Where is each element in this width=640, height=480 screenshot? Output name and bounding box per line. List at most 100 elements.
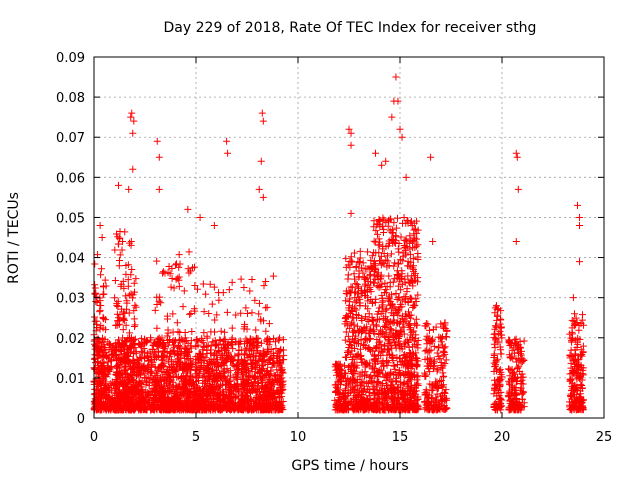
data-point xyxy=(97,271,105,279)
data-point xyxy=(93,351,101,359)
data-point xyxy=(150,385,158,393)
data-point xyxy=(91,359,99,367)
data-point xyxy=(258,339,266,347)
data-point xyxy=(167,349,175,357)
data-point xyxy=(280,351,288,359)
data-point xyxy=(147,362,155,370)
data-point xyxy=(268,363,276,371)
data-point xyxy=(262,381,270,389)
data-point xyxy=(97,405,105,413)
data-point xyxy=(144,398,152,406)
data-point xyxy=(99,290,107,298)
data-point xyxy=(132,303,140,311)
data-point xyxy=(91,317,99,325)
data-point xyxy=(239,382,247,390)
data-point xyxy=(158,353,166,361)
data-point xyxy=(143,352,151,360)
data-point xyxy=(204,360,212,368)
data-point xyxy=(269,394,277,402)
data-point xyxy=(251,342,259,350)
data-point xyxy=(102,282,110,290)
data-point xyxy=(130,350,138,358)
data-point xyxy=(232,338,240,346)
data-point xyxy=(192,343,200,351)
data-point xyxy=(91,260,99,268)
data-point xyxy=(268,378,276,386)
data-point xyxy=(160,345,168,352)
data-point xyxy=(275,353,283,361)
data-point xyxy=(142,381,150,389)
data-point xyxy=(92,297,100,305)
data-point xyxy=(194,338,202,346)
data-point xyxy=(174,355,182,363)
data-point xyxy=(278,389,286,397)
data-point xyxy=(150,393,158,401)
data-point xyxy=(140,362,148,370)
data-point xyxy=(93,324,101,332)
data-point xyxy=(102,386,110,394)
data-points xyxy=(90,73,588,414)
data-point xyxy=(266,355,274,363)
data-point xyxy=(97,322,105,330)
data-point xyxy=(275,402,283,410)
data-point xyxy=(246,372,254,380)
data-point xyxy=(246,395,254,403)
data-point xyxy=(91,289,99,297)
data-point xyxy=(102,351,110,359)
data-point xyxy=(140,344,148,352)
data-point xyxy=(233,373,241,381)
data-point xyxy=(255,379,263,387)
data-point xyxy=(251,358,259,366)
data-point xyxy=(97,379,105,387)
data-point xyxy=(94,335,102,343)
data-point xyxy=(270,388,278,396)
data-point xyxy=(186,388,194,396)
data-point xyxy=(242,335,250,343)
data-point xyxy=(96,308,104,316)
data-point xyxy=(233,380,241,388)
data-point xyxy=(97,402,105,410)
data-point xyxy=(182,384,190,392)
data-point xyxy=(270,372,278,380)
data-point xyxy=(164,341,172,349)
data-point xyxy=(106,395,114,403)
chart-title: Day 229 of 2018, Rate Of TEC Index for r… xyxy=(164,20,537,36)
data-point xyxy=(158,368,166,376)
data-point xyxy=(156,389,164,397)
data-point xyxy=(279,369,287,377)
data-point xyxy=(273,399,281,407)
data-point xyxy=(204,341,212,349)
data-point xyxy=(142,406,150,414)
data-point xyxy=(107,406,115,414)
data-point xyxy=(254,380,262,388)
data-point xyxy=(196,350,204,358)
data-point xyxy=(184,355,192,363)
data-point xyxy=(247,339,255,347)
data-point xyxy=(143,378,151,386)
data-point xyxy=(218,361,226,369)
data-point xyxy=(127,364,135,372)
data-point xyxy=(100,341,108,349)
data-point xyxy=(101,371,109,379)
data-point xyxy=(170,350,178,358)
data-point xyxy=(144,353,152,361)
data-point xyxy=(136,366,144,374)
data-point xyxy=(245,372,253,380)
data-point xyxy=(200,343,208,351)
data-point xyxy=(101,404,109,412)
data-point xyxy=(160,352,168,360)
data-point xyxy=(177,389,185,397)
data-point xyxy=(244,380,252,388)
data-point xyxy=(101,276,109,284)
data-point xyxy=(216,336,224,344)
data-point xyxy=(150,348,158,356)
data-point xyxy=(202,365,210,373)
data-point xyxy=(147,336,155,344)
data-point xyxy=(225,398,233,406)
data-point xyxy=(150,339,158,347)
data-point xyxy=(142,374,150,382)
data-point xyxy=(269,358,277,366)
data-point xyxy=(145,357,153,365)
data-point xyxy=(105,394,113,402)
data-point xyxy=(138,335,146,343)
